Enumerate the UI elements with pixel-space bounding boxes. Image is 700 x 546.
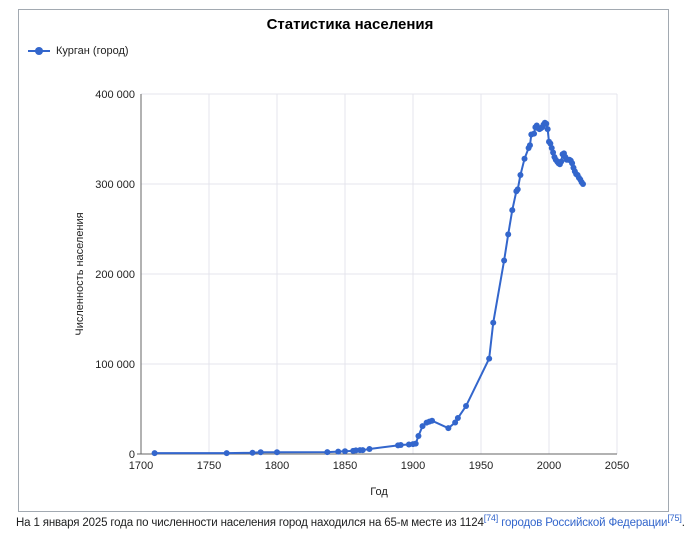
footnote: На 1 января 2025 года по численности нас… <box>16 513 696 530</box>
y-tick-label: 0 <box>129 449 135 461</box>
data-point <box>454 415 461 421</box>
data-point <box>580 181 586 187</box>
data-point <box>531 130 538 137</box>
data-point <box>452 419 459 426</box>
data-point <box>324 449 331 456</box>
chart-title: Статистика населения <box>266 16 434 33</box>
data-point <box>505 231 512 238</box>
data-point <box>412 440 419 447</box>
data-point <box>257 449 264 456</box>
legend[interactable]: Курган (город) <box>28 45 129 57</box>
ref-74-link[interactable]: [74] <box>483 513 499 524</box>
data-point <box>335 448 342 455</box>
y-axis-label: Численность населения <box>74 212 86 335</box>
y-tick-label: 300 000 <box>95 179 135 191</box>
x-tick-label: 1800 <box>265 460 289 472</box>
legend-marker-icon <box>28 47 50 55</box>
data-point <box>359 447 366 454</box>
ref-75-link[interactable]: [75] <box>667 513 682 524</box>
x-tick-label: 1750 <box>197 460 221 472</box>
data-point <box>548 145 555 151</box>
footnote-end: . <box>681 517 685 529</box>
y-tick-label: 400 000 <box>95 89 135 101</box>
data-point <box>223 450 230 457</box>
data-point <box>490 319 497 326</box>
data-point <box>501 257 508 264</box>
data-point <box>342 448 348 455</box>
data-point <box>397 442 404 448</box>
x-tick-label: 1900 <box>401 460 425 472</box>
x-tick-label: 1850 <box>333 460 357 472</box>
data-point <box>274 449 280 456</box>
data-point <box>415 433 422 439</box>
x-tick-label: 1950 <box>469 460 493 472</box>
x-tick-label: 1700 <box>129 460 153 472</box>
data-point <box>558 158 565 165</box>
chart-frame <box>18 9 669 512</box>
data-point <box>249 449 256 456</box>
legend-label: Курган (город) <box>56 45 129 57</box>
data-point <box>521 155 528 162</box>
data-point <box>445 425 452 432</box>
russian-cities-link[interactable]: городов Российской Федерации <box>501 517 668 529</box>
footnote-text: На 1 января 2025 года по численности нас… <box>16 517 484 529</box>
x-tick-label: 2000 <box>537 460 561 472</box>
data-point <box>419 423 426 430</box>
data-point <box>366 445 373 452</box>
y-tick-label: 100 000 <box>95 359 135 371</box>
data-point <box>543 120 550 127</box>
x-tick-label: 2050 <box>605 460 629 472</box>
data-point <box>463 403 470 410</box>
data-point <box>569 160 576 167</box>
y-tick-label: 200 000 <box>95 269 135 281</box>
data-point <box>151 450 158 457</box>
data-point <box>509 207 516 214</box>
data-point <box>550 149 557 156</box>
series-line <box>154 121 584 455</box>
data-point <box>514 186 521 193</box>
data-point <box>429 417 436 424</box>
data-point <box>526 142 533 149</box>
data-point <box>486 355 493 362</box>
data-point <box>517 172 524 178</box>
data-point <box>544 126 551 133</box>
data-point <box>547 140 554 147</box>
x-axis-label: Год <box>370 486 388 498</box>
